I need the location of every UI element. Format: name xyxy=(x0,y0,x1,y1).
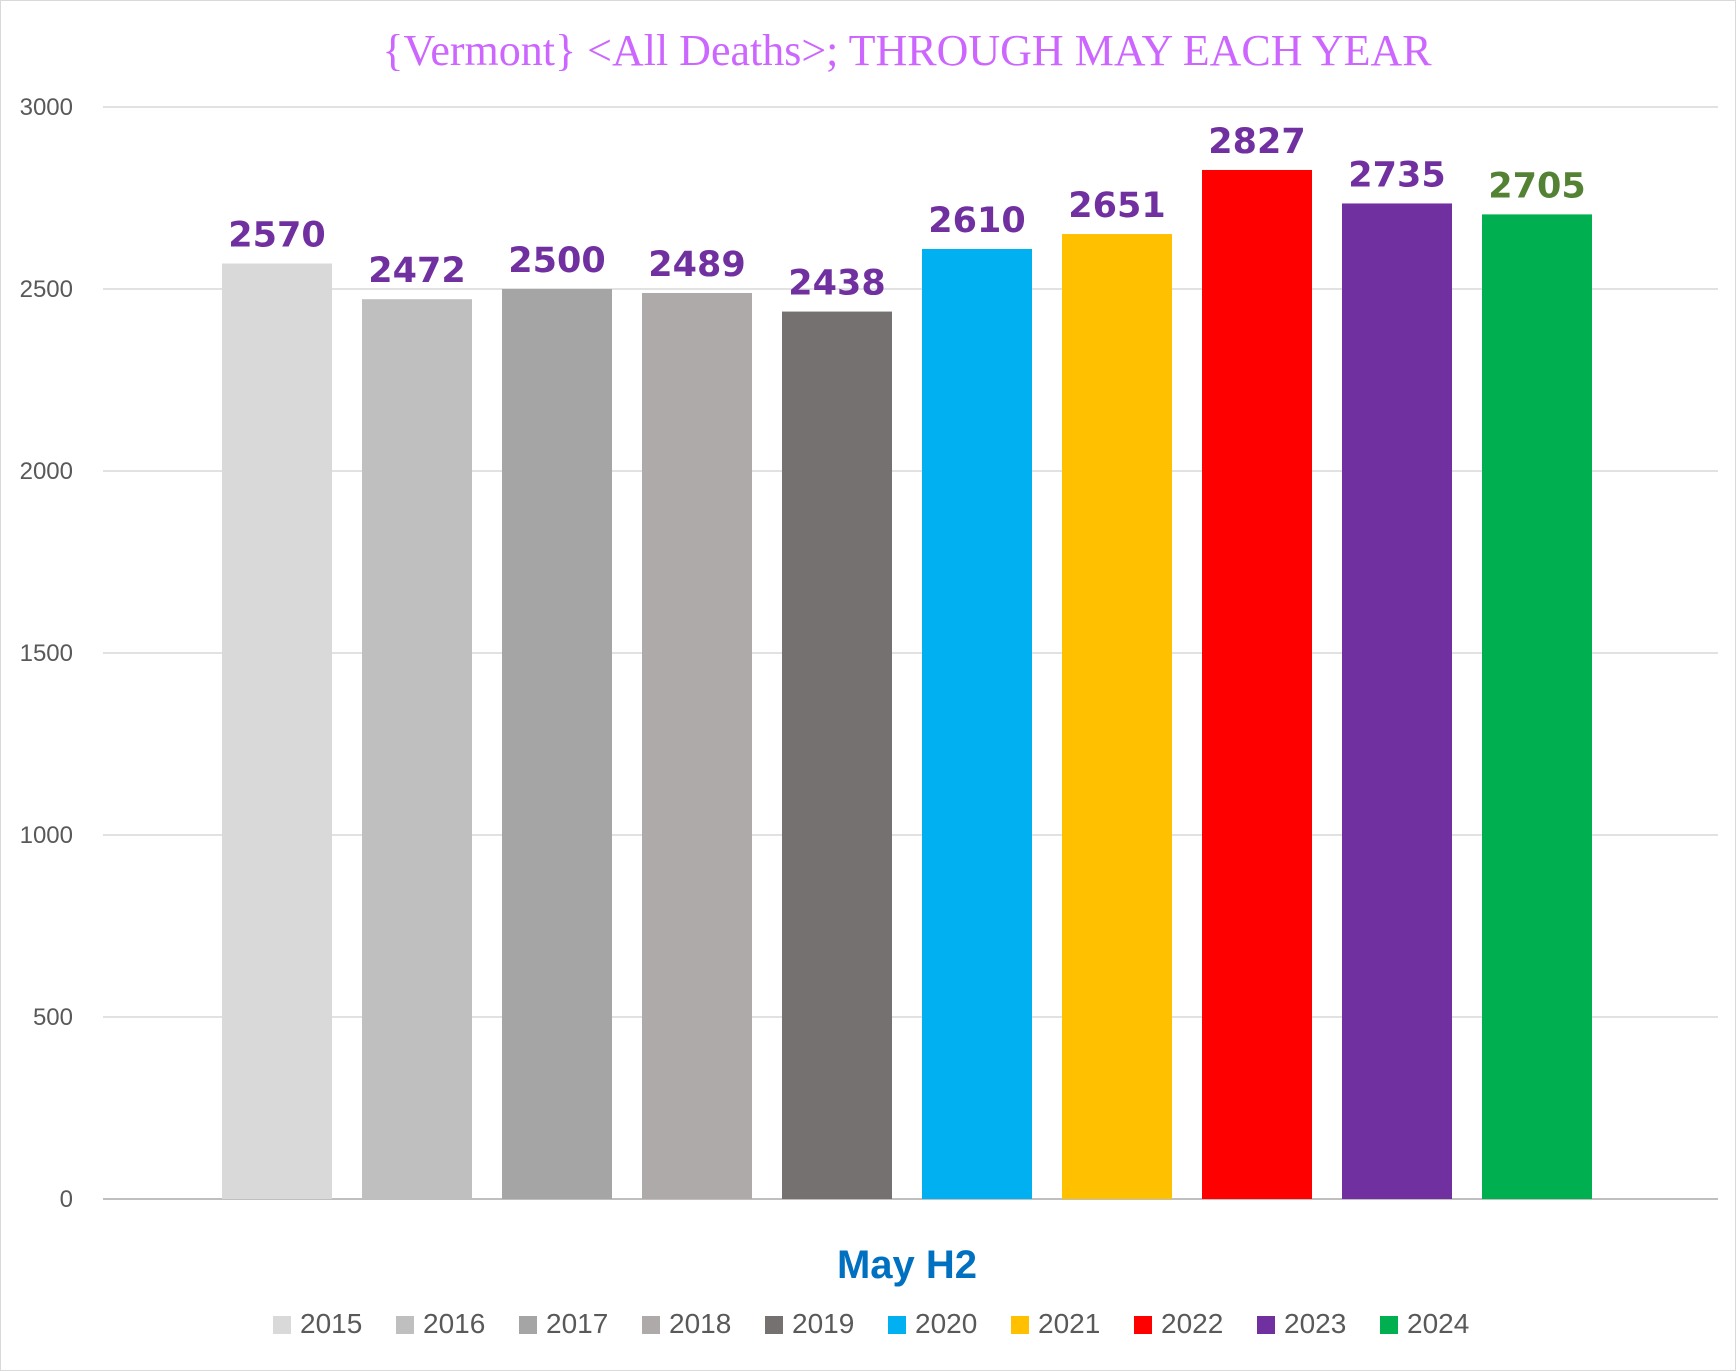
bar-2015 xyxy=(222,263,332,1199)
legend-label-2023: 2023 xyxy=(1284,1308,1346,1339)
legend-label-2015: 2015 xyxy=(300,1308,362,1339)
legend-label-2022: 2022 xyxy=(1161,1308,1223,1339)
data-label-2019: 2438 xyxy=(788,264,885,304)
legend-label-2019: 2019 xyxy=(792,1308,854,1339)
legend-swatch-2022 xyxy=(1134,1316,1152,1334)
y-tick-label: 3000 xyxy=(20,94,73,121)
legend-swatch-2019 xyxy=(765,1316,783,1334)
gridlines xyxy=(103,106,1718,1200)
bars xyxy=(222,169,1592,1199)
x-axis-label: May H2 xyxy=(837,1243,977,1287)
data-label-2023: 2735 xyxy=(1348,155,1445,195)
data-label-2016: 2472 xyxy=(368,251,465,291)
bar-2023 xyxy=(1342,203,1452,1199)
y-tick-label: 1000 xyxy=(20,822,73,849)
legend-label-2021: 2021 xyxy=(1038,1308,1100,1339)
data-label-2022: 2827 xyxy=(1208,122,1305,162)
legend-label-2017: 2017 xyxy=(546,1308,608,1339)
data-label-2024: 2705 xyxy=(1488,166,1585,206)
y-axis-ticks: 0 500 1000 1500 2000 2500 3000 xyxy=(20,94,73,1213)
legend-swatch-2023 xyxy=(1257,1316,1275,1334)
data-labels: 2570 2472 2500 2489 2438 2610 2651 2827 2735 2705 xyxy=(228,122,1585,304)
bar-2018 xyxy=(642,293,752,1199)
legend-swatch-2021 xyxy=(1011,1316,1029,1334)
y-tick-label: 1500 xyxy=(20,640,73,667)
y-tick-label: 500 xyxy=(33,1004,73,1031)
data-label-2020: 2610 xyxy=(928,201,1025,241)
bar-2021 xyxy=(1062,234,1172,1199)
bar-2017 xyxy=(502,289,612,1199)
legend-swatch-2017 xyxy=(519,1316,537,1334)
legend-swatch-2024 xyxy=(1380,1316,1398,1334)
legend-label-2020: 2020 xyxy=(915,1308,977,1339)
bar-2022 xyxy=(1202,169,1312,1199)
legend-label-2018: 2018 xyxy=(669,1308,731,1339)
legend-label-2024: 2024 xyxy=(1407,1308,1469,1339)
legend-swatch-2020 xyxy=(888,1316,906,1334)
bar-2020 xyxy=(922,248,1032,1199)
bar-2024 xyxy=(1482,214,1592,1199)
data-label-2021: 2651 xyxy=(1068,186,1165,226)
legend-swatch-2016 xyxy=(396,1316,414,1334)
chart-title: {Vermont} <All Deaths>; THROUGH MAY EACH… xyxy=(382,26,1432,75)
data-label-2017: 2500 xyxy=(508,241,605,281)
legend-label-2016: 2016 xyxy=(423,1308,485,1339)
y-tick-label: 2000 xyxy=(20,458,73,485)
bar-2019 xyxy=(782,311,892,1199)
data-label-2018: 2489 xyxy=(648,245,745,285)
legend-swatch-2018 xyxy=(642,1316,660,1334)
legend-swatch-2015 xyxy=(273,1316,291,1334)
y-tick-label: 2500 xyxy=(20,276,73,303)
y-tick-label: 0 xyxy=(60,1186,73,1213)
bar-2016 xyxy=(362,299,472,1199)
data-label-2015: 2570 xyxy=(228,216,325,256)
legend: 2015 2016 2017 2018 2019 2020 2021 2022 2023 2024 xyxy=(273,1308,1469,1339)
